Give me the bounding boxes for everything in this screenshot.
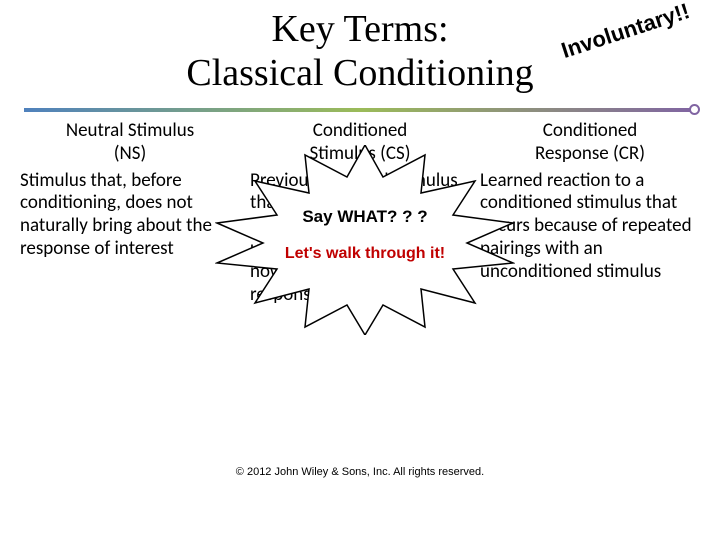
starburst-line-2: Let's walk through it! xyxy=(215,245,515,263)
heading-line-1: Conditioned xyxy=(480,120,700,143)
column-heading: Neutral Stimulus (NS) xyxy=(20,120,240,166)
slide-title: Key Terms: Classical Conditioning xyxy=(186,8,533,95)
heading-line-1: Neutral Stimulus xyxy=(20,120,240,143)
divider-line xyxy=(24,108,696,112)
column-neutral-stimulus: Neutral Stimulus (NS) Stimulus that, bef… xyxy=(20,120,240,306)
title-divider xyxy=(24,106,696,114)
divider-endpoint-circle xyxy=(689,104,700,115)
starburst-line-1: Say WHAT? ? ? xyxy=(215,207,515,227)
title-line-1: Key Terms: xyxy=(271,8,448,50)
copyright-footer: © 2012 John Wiley & Sons, Inc. All right… xyxy=(0,466,720,478)
heading-line-1: Conditioned xyxy=(250,120,470,143)
starburst-text: Say WHAT? ? ? Let's walk through it! xyxy=(215,207,515,263)
title-line-2: Classical Conditioning xyxy=(186,52,533,94)
starburst-callout: Say WHAT? ? ? Let's walk through it! xyxy=(215,145,515,335)
heading-line-2: (NS) xyxy=(20,143,240,166)
column-body: Stimulus that, before conditioning, does… xyxy=(20,170,240,261)
